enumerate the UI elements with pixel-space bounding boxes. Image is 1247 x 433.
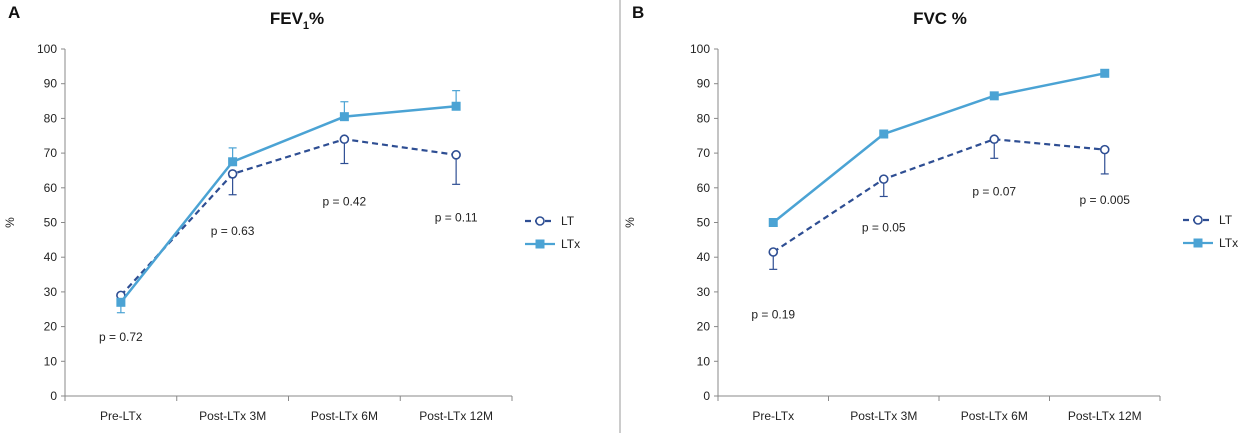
p-value-annotation: p = 0.19 xyxy=(751,307,795,321)
y-tick-label: 80 xyxy=(44,111,58,125)
series-line-lt xyxy=(120,138,457,297)
y-tick-label: 90 xyxy=(697,77,711,91)
y-tick-label: 60 xyxy=(44,181,58,195)
legend-label: LTx xyxy=(561,237,580,251)
legend-marker xyxy=(535,216,545,226)
data-point-lt xyxy=(451,150,461,160)
y-tick-label: 50 xyxy=(44,216,58,230)
chart-panel-a: A FEV1% 0 10 20 30 40 50 60 70 80 90 100% Pre-LTx Post… xyxy=(3,3,580,423)
y-tick-label: 70 xyxy=(44,146,58,160)
data-point-lt xyxy=(989,134,1000,145)
x-tick-label: Post-LTx 6M xyxy=(961,409,1028,423)
chart-panel-b: B FVC % 0 10 20 30 40 50 60 70 80 90 100% Pre-LTx Post… xyxy=(623,3,1238,423)
data-point-lt xyxy=(1099,144,1110,155)
p-value-annotation: p = 0.11 xyxy=(435,210,478,224)
x-tick-label: Post-LTx 12M xyxy=(419,409,493,423)
data-point-ltx xyxy=(989,91,999,101)
p-value-annotation: p = 0.005 xyxy=(1080,193,1131,207)
series-line-lt xyxy=(772,138,1105,253)
y-tick-label: 70 xyxy=(697,146,711,160)
y-axis-label: % xyxy=(623,217,637,228)
x-tick-label: Post-LTx 6M xyxy=(311,409,378,423)
y-tick-label: 80 xyxy=(697,111,711,125)
data-point-ltx xyxy=(879,129,889,139)
legend-label: LTx xyxy=(1219,236,1238,250)
x-tick-label: Pre-LTx xyxy=(752,409,794,423)
y-tick-label: 60 xyxy=(697,181,711,195)
data-point-ltx xyxy=(339,112,349,122)
chart-title: FEV1% xyxy=(270,9,324,32)
y-tick-label: 20 xyxy=(697,320,711,334)
chart-title: FVC % xyxy=(913,9,967,28)
data-point-ltx xyxy=(768,218,778,227)
y-tick-label: 0 xyxy=(703,389,710,403)
panel-letter: A xyxy=(8,3,20,22)
data-point-ltx xyxy=(116,297,126,307)
y-tick-label: 30 xyxy=(697,285,711,299)
data-point-lt xyxy=(768,247,779,257)
data-point-ltx xyxy=(1100,68,1110,78)
series-line-ltx xyxy=(119,105,457,304)
y-axis-label: % xyxy=(3,217,17,228)
p-value-annotation: p = 0.05 xyxy=(862,221,906,235)
p-value-annotation: p = 0.42 xyxy=(323,195,367,209)
y-tick-label: 100 xyxy=(690,42,710,56)
series-line-ltx xyxy=(772,72,1105,224)
y-tick-label: 100 xyxy=(37,42,57,56)
panel-letter: B xyxy=(632,3,644,22)
legend-marker xyxy=(1193,215,1203,225)
y-tick-label: 30 xyxy=(44,285,58,299)
y-tick-label: 20 xyxy=(44,320,58,334)
p-value-annotation: p = 0.07 xyxy=(972,184,1016,198)
data-point-lt xyxy=(227,169,238,179)
y-tick-label: 40 xyxy=(44,250,58,264)
y-tick-label: 40 xyxy=(697,250,711,264)
x-tick-label: Post-LTx 3M xyxy=(199,409,266,423)
data-point-lt xyxy=(878,174,889,184)
legend-marker xyxy=(535,239,545,249)
data-point-ltx xyxy=(451,101,461,111)
legend-label: LT xyxy=(1219,213,1233,227)
y-tick-label: 50 xyxy=(697,216,711,230)
data-point-lt xyxy=(339,134,350,145)
x-tick-label: Post-LTx 12M xyxy=(1068,409,1142,423)
legend-label: LT xyxy=(561,214,575,228)
legend-marker xyxy=(1193,238,1203,248)
y-tick-label: 0 xyxy=(50,389,57,403)
p-value-annotation: p = 0.72 xyxy=(99,330,143,344)
y-tick-label: 10 xyxy=(44,354,58,368)
x-tick-label: Post-LTx 3M xyxy=(850,409,917,423)
y-tick-label: 90 xyxy=(44,77,58,91)
data-point-ltx xyxy=(228,157,238,167)
x-tick-label: Pre-LTx xyxy=(100,409,142,423)
p-value-annotation: p = 0.63 xyxy=(211,224,255,238)
y-tick-label: 10 xyxy=(697,354,711,368)
